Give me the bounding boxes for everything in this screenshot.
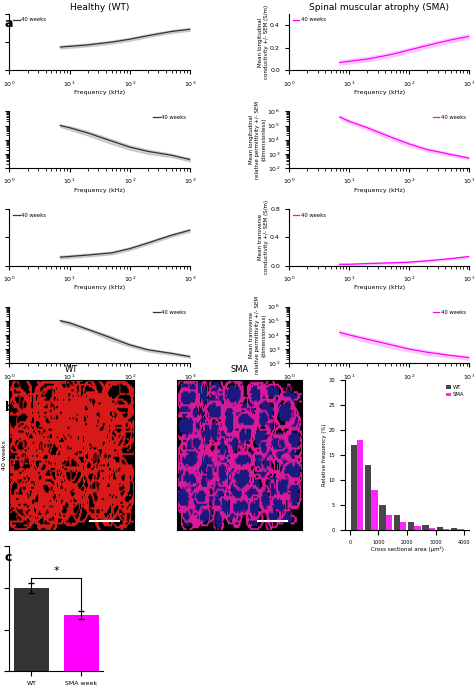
Bar bbox=[414, 526, 420, 530]
Legend: 40 weeks: 40 weeks bbox=[432, 309, 466, 316]
Y-axis label: Mean longitudinal
conductivity +/- SEM (S/m): Mean longitudinal conductivity +/- SEM (… bbox=[258, 5, 269, 79]
X-axis label: Frequency (kHz): Frequency (kHz) bbox=[74, 383, 125, 388]
Title: SMA: SMA bbox=[230, 364, 248, 373]
X-axis label: Cross sectional area (μm²): Cross sectional area (μm²) bbox=[371, 546, 444, 552]
X-axis label: Frequency (kHz): Frequency (kHz) bbox=[74, 286, 125, 290]
Bar bbox=[357, 440, 363, 530]
Legend: 40 weeks: 40 weeks bbox=[292, 16, 327, 23]
X-axis label: Frequency (kHz): Frequency (kHz) bbox=[74, 188, 125, 192]
Y-axis label: Mean transverse
conductivity +/- SEM (S/m): Mean transverse conductivity +/- SEM (S/… bbox=[258, 200, 269, 275]
Title: WT: WT bbox=[65, 364, 78, 373]
Y-axis label: Mean transverse
relative permittivity +/- SEM
(dimensionless): Mean transverse relative permittivity +/… bbox=[249, 296, 266, 374]
Bar bbox=[443, 529, 449, 530]
X-axis label: Frequency (kHz): Frequency (kHz) bbox=[354, 188, 405, 192]
Bar bbox=[393, 515, 400, 530]
Text: a: a bbox=[5, 17, 13, 30]
Bar bbox=[400, 522, 406, 530]
Bar bbox=[365, 465, 371, 530]
Bar bbox=[351, 445, 357, 530]
Text: c: c bbox=[5, 551, 12, 564]
Title: Healthy (WT): Healthy (WT) bbox=[70, 3, 129, 12]
X-axis label: Frequency (kHz): Frequency (kHz) bbox=[354, 90, 405, 95]
Legend: 40 weeks: 40 weeks bbox=[12, 16, 47, 23]
Title: Spinal muscular atrophy (SMA): Spinal muscular atrophy (SMA) bbox=[309, 3, 449, 12]
Text: b: b bbox=[5, 401, 14, 414]
X-axis label: Frequency (kHz): Frequency (kHz) bbox=[74, 90, 125, 95]
Bar bbox=[64, 615, 99, 671]
Legend: 40 weeks: 40 weeks bbox=[12, 212, 47, 219]
Y-axis label: 40 weeks: 40 weeks bbox=[2, 440, 7, 470]
X-axis label: Frequency (kHz): Frequency (kHz) bbox=[354, 383, 405, 388]
Legend: 40 weeks: 40 weeks bbox=[152, 114, 187, 121]
Bar bbox=[379, 505, 386, 530]
Bar bbox=[408, 522, 414, 530]
Bar bbox=[451, 528, 457, 530]
X-axis label: Frequency (kHz): Frequency (kHz) bbox=[354, 286, 405, 290]
Text: *: * bbox=[54, 566, 59, 576]
Bar bbox=[371, 490, 378, 530]
Legend: 40 weeks: 40 weeks bbox=[432, 114, 466, 121]
Legend: 40 weeks: 40 weeks bbox=[292, 212, 327, 219]
Bar bbox=[428, 528, 435, 530]
Legend: WT, SMA: WT, SMA bbox=[444, 383, 466, 399]
Y-axis label: Relative frequency (%): Relative frequency (%) bbox=[322, 423, 327, 486]
Bar bbox=[14, 588, 49, 671]
Legend: 40 weeks: 40 weeks bbox=[152, 309, 187, 316]
Bar bbox=[422, 525, 428, 530]
Bar bbox=[437, 527, 443, 530]
Y-axis label: Mean longitudinal
relative permittivity +/- SEM
(dimensionless): Mean longitudinal relative permittivity … bbox=[249, 101, 266, 179]
Bar bbox=[386, 515, 392, 530]
